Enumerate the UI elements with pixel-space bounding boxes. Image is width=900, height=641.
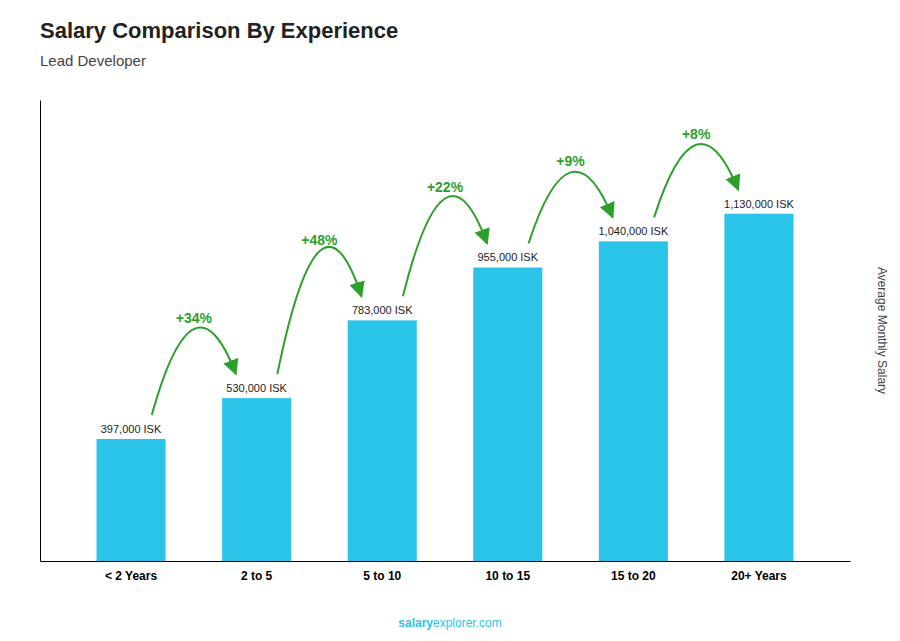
x-tick-label: 10 to 15 — [485, 569, 530, 583]
data-labels: 397,000 ISK 530,000 ISK 783,000 ISK 955,000… — [101, 198, 795, 435]
x-tick: 10 to 15 — [485, 569, 530, 583]
change-arrow — [654, 144, 738, 217]
bar — [222, 398, 291, 561]
data-label: 397,000 ISK — [101, 423, 162, 435]
data-label: 1,130,000 ISK — [724, 198, 794, 210]
bar — [348, 320, 417, 561]
change-arrow — [529, 172, 613, 244]
x-tick: 15 to 20 — [611, 569, 656, 583]
bar — [724, 214, 793, 561]
change-label: +34% — [176, 310, 213, 326]
data-label: 955,000 ISK — [478, 251, 539, 263]
x-tick: < 2 Years — [105, 569, 157, 583]
data-label: 530,000 ISK — [226, 382, 287, 394]
change-label: +9% — [556, 153, 585, 169]
chart: Salary Comparison By Experience Lead Deve… — [0, 0, 900, 641]
plot: < 2 Years 2 to 5 5 to 10 10 to 15 15 to 20 20… — [41, 101, 851, 583]
data-label: 783,000 ISK — [352, 304, 413, 316]
subtitle: Lead Developer — [40, 52, 146, 69]
x-tick-label: < 2 Years — [105, 569, 157, 583]
change-arrow — [277, 247, 361, 374]
title: Salary Comparison By Experience — [40, 18, 398, 43]
y-axis-title: Average Monthly Salary — [875, 267, 889, 394]
bar — [97, 439, 166, 561]
change-arrows: +34% +48% +22% +9% +8% — [152, 126, 738, 415]
y-axis-line — [40, 101, 41, 562]
x-tick-label: 15 to 20 — [611, 569, 656, 583]
change-arrow — [152, 328, 236, 415]
x-tick: 20+ Years — [731, 569, 787, 583]
watermark: salaryexplorer.com — [398, 616, 501, 630]
watermark-part: salary — [398, 616, 433, 630]
x-tick: 5 to 10 — [363, 569, 401, 583]
y-axis — [40, 101, 41, 562]
bars — [97, 214, 794, 561]
change-label: +22% — [427, 179, 464, 195]
watermark-part: explorer.com — [433, 616, 502, 630]
x-tick-label: 20+ Years — [731, 569, 787, 583]
x-tick-label: 5 to 10 — [363, 569, 401, 583]
x-tick-label: 2 to 5 — [241, 569, 273, 583]
change-arrow — [403, 196, 487, 296]
x-axis: < 2 Years 2 to 5 5 to 10 10 to 15 15 to 20 20… — [41, 562, 851, 583]
x-tick: 2 to 5 — [241, 569, 273, 583]
x-axis-line — [41, 561, 851, 562]
bar — [473, 267, 542, 561]
change-label: +48% — [301, 232, 338, 248]
data-label: 1,040,000 ISK — [599, 225, 669, 237]
bar — [599, 241, 668, 561]
change-label: +8% — [682, 126, 711, 142]
